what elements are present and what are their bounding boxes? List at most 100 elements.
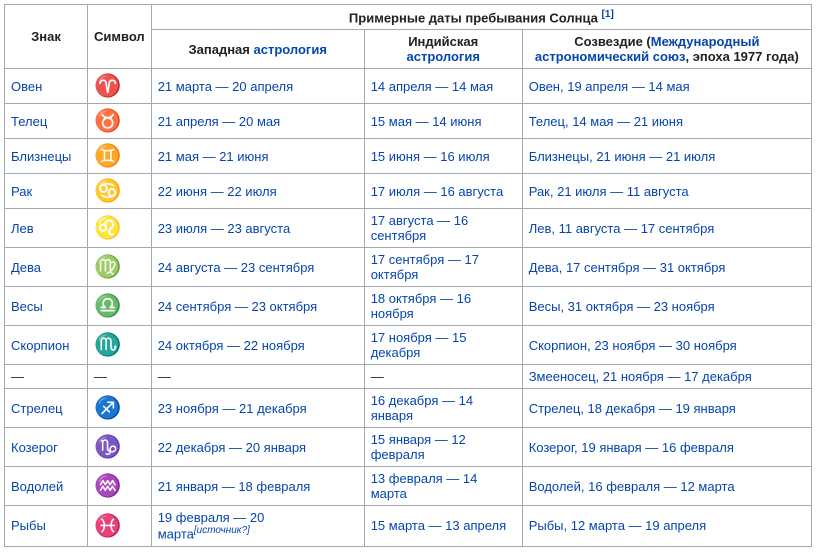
sign-link[interactable]: Стрелец (11, 401, 63, 416)
cell-western: 24 сентября — 23 октября (151, 287, 364, 326)
western-dates-link[interactable]: 22 декабря — 20 января (158, 440, 306, 455)
cell-sign: Близнецы (5, 139, 88, 174)
cell-indian: 18 октября — 16 ноября (364, 287, 522, 326)
table-row: Овен♈21 марта — 20 апреля14 апреля — 14 … (5, 69, 812, 104)
header-const-prefix: Созвездие ( (574, 34, 651, 49)
western-dates-link[interactable]: 21 мая — 21 июня (158, 149, 269, 164)
table-row: Скорпион♏24 октября — 22 ноября17 ноября… (5, 326, 812, 365)
constellation-link[interactable]: Рыбы, 12 марта — 19 апреля (529, 518, 706, 533)
indian-dates-link[interactable]: 15 мая — 14 июня (371, 114, 482, 129)
cell-sign: Скорпион (5, 326, 88, 365)
western-dates-link[interactable]: 23 июля — 23 августа (158, 221, 291, 236)
western-dates-link[interactable]: 24 сентября — 23 октября (158, 299, 317, 314)
cell-sign: Лев (5, 209, 88, 248)
cell-symbol: ♐ (88, 389, 152, 428)
indian-dates-link[interactable]: 18 октября — 16 ноября (371, 291, 471, 321)
cell-indian: 17 июля — 16 августа (364, 174, 522, 209)
indian-dates-link[interactable]: 15 марта — 13 апреля (371, 518, 506, 533)
cell-constellation: Водолей, 16 февраля — 12 марта (522, 467, 811, 506)
sign-link[interactable]: Козерог (11, 440, 58, 455)
cell-symbol: ♒ (88, 467, 152, 506)
constellation-link[interactable]: Козерог, 19 января — 16 февраля (529, 440, 734, 455)
indian-dates-link[interactable]: 17 июля — 16 августа (371, 184, 504, 199)
cell-western: 21 апреля — 20 мая (151, 104, 364, 139)
sign-link[interactable]: Дева (11, 260, 41, 275)
sign-link[interactable]: Близнецы (11, 149, 71, 164)
sign-link[interactable]: Овен (11, 79, 42, 94)
cell-constellation: Близнецы, 21 июня — 21 июля (522, 139, 811, 174)
constellation-link[interactable]: Овен, 19 апреля — 14 мая (529, 79, 690, 94)
cell-sign: Рыбы (5, 506, 88, 546)
constellation-link[interactable]: Весы, 31 октября — 23 ноября (529, 299, 715, 314)
sign-link[interactable]: Скорпион (11, 338, 69, 353)
cell-sign: Козерог (5, 428, 88, 467)
indian-dates-link[interactable]: 14 апреля — 14 мая (371, 79, 494, 94)
table-row: Стрелец ♐ 23 ноября — 21 декабря 16 декабря… (5, 389, 812, 428)
constellation-link[interactable]: Скорпион, 23 ноября — 30 ноября (529, 338, 737, 353)
constellation-link[interactable]: Близнецы, 21 июня — 21 июля (529, 149, 716, 164)
indian-dates-link[interactable]: 17 сентября — 17 октября (371, 252, 479, 282)
western-dates-link[interactable]: 21 января — 18 февраля (158, 479, 311, 494)
constellation-link[interactable]: Рак, 21 июля — 11 августа (529, 184, 689, 199)
cell-sign: Стрелец (5, 389, 88, 428)
cell-constellation: Рыбы, 12 марта — 19 апреля (522, 506, 811, 546)
indian-dates-link[interactable]: 16 декабря — 14 января (371, 393, 473, 423)
table-row: Дева♍24 августа — 23 сентября17 сентября… (5, 248, 812, 287)
cell-indian: 17 сентября — 17 октября (364, 248, 522, 287)
table-row: Близнецы♊21 мая — 21 июня15 июня — 16 ию… (5, 139, 812, 174)
sign-link[interactable]: Телец (11, 114, 47, 129)
cell-indian: 13 февраля — 14 марта (364, 467, 522, 506)
astrology-link-west[interactable]: астрология (254, 42, 327, 57)
cell-indian: — (364, 365, 522, 389)
cell-symbol: ♎ (88, 287, 152, 326)
indian-dates-link[interactable]: 17 ноября — 15 декабря (371, 330, 467, 360)
table-row: Телец ♉ 21 апреля — 20 мая 15 мая — 14 июня… (5, 104, 812, 139)
sign-link[interactable]: Водолей (11, 479, 63, 494)
cell-western: 21 марта — 20 апреля (151, 69, 364, 104)
indian-dates-link[interactable]: 15 января — 12 февраля (371, 432, 466, 462)
sign-link[interactable]: Лев (11, 221, 34, 236)
western-dates-link[interactable]: 24 августа — 23 сентября (158, 260, 315, 275)
sign-link[interactable]: Рак (11, 184, 32, 199)
constellation-link[interactable]: Стрелец, 18 декабря — 19 января (529, 401, 736, 416)
indian-dates-link[interactable]: 15 июня — 16 июля (371, 149, 490, 164)
constellation-link[interactable]: Лев, 11 августа — 17 сентября (529, 221, 715, 236)
header-constellation: Созвездие (Международный астрономический… (522, 30, 811, 69)
cell-constellation: Козерог, 19 января — 16 февраля (522, 428, 811, 467)
western-dates-link[interactable]: 22 июня — 22 июля (158, 184, 277, 199)
western-dates-link[interactable]: 21 марта — 20 апреля (158, 79, 293, 94)
constellation-link[interactable]: Змееносец, 21 ноября — 17 декабря (529, 369, 752, 384)
source-missing-link[interactable]: [источник?] (194, 525, 250, 536)
cell-symbol: ♌ (88, 209, 152, 248)
constellation-link[interactable]: Телец, 14 мая — 21 июня (529, 114, 683, 129)
header-indian: Индийская астрология (364, 30, 522, 69)
sign-link[interactable]: Весы (11, 299, 43, 314)
table-row: Рак ♋ 22 июня — 22 июля 17 июля — 16 август… (5, 174, 812, 209)
indian-dates-link[interactable]: 17 августа — 16 сентября (371, 213, 469, 243)
western-dates-link[interactable]: 21 апреля — 20 мая (158, 114, 281, 129)
cell-constellation: Весы, 31 октября — 23 ноября (522, 287, 811, 326)
table-header: Знак Символ Примерные даты пребывания Со… (5, 5, 812, 69)
cell-sign: Телец (5, 104, 88, 139)
western-dates-link[interactable]: 23 ноября — 21 декабря (158, 401, 307, 416)
cell-symbol: ♋ (88, 174, 152, 209)
cell-sign: Рак (5, 174, 88, 209)
sign-link[interactable]: Рыбы (11, 518, 46, 533)
cell-indian: 16 декабря — 14 января (364, 389, 522, 428)
cell-sign: Водолей (5, 467, 88, 506)
footnote-link[interactable]: [1] (602, 9, 614, 20)
header-western-prefix: Западная (189, 42, 254, 57)
cell-sign: Дева (5, 248, 88, 287)
cell-constellation: Рак, 21 июля — 11 августа (522, 174, 811, 209)
cell-sign: Овен (5, 69, 88, 104)
cell-symbol: ♉ (88, 104, 152, 139)
astrology-link-indian[interactable]: астрология (407, 49, 480, 64)
zodiac-table: Знак Символ Примерные даты пребывания Со… (4, 4, 812, 547)
cell-western: 23 июля — 23 августа (151, 209, 364, 248)
indian-dates-link[interactable]: 13 февраля — 14 марта (371, 471, 478, 501)
header-sun-group: Примерные даты пребывания Солнца [1] (151, 5, 811, 30)
cell-symbol: ♓ (88, 506, 152, 546)
western-dates-link[interactable]: 24 октября — 22 ноября (158, 338, 305, 353)
constellation-link[interactable]: Водолей, 16 февраля — 12 марта (529, 479, 735, 494)
constellation-link[interactable]: Дева, 17 сентября — 31 октября (529, 260, 726, 275)
